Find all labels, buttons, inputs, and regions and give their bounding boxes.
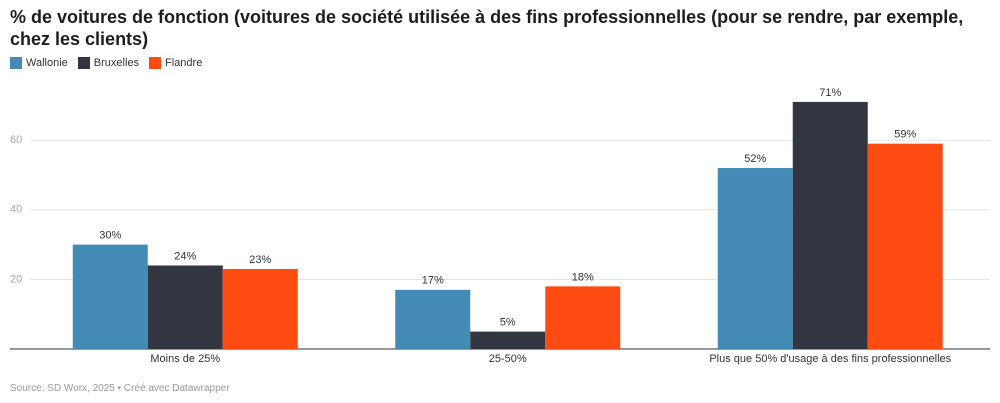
- legend-label: Wallonie: [26, 57, 68, 69]
- bar: [72, 244, 148, 349]
- value-label: 24%: [174, 250, 196, 262]
- value-label: 5%: [500, 317, 516, 329]
- value-label: 71%: [819, 87, 841, 99]
- value-label: 17%: [422, 275, 444, 287]
- chart-title: % de voitures de fonction (voitures de s…: [10, 7, 964, 49]
- legend-label: Flandre: [165, 57, 203, 69]
- y-tick-label: 40: [10, 204, 22, 216]
- legend-swatch: [77, 57, 90, 69]
- legend-item: Flandre: [149, 57, 202, 69]
- value-label: 59%: [894, 129, 916, 141]
- bar: [147, 265, 223, 349]
- bar: [222, 268, 298, 349]
- x-tick-label: Plus que 50% d'usage à des fins professi…: [709, 353, 951, 365]
- value-label: 52%: [744, 153, 766, 165]
- source-note: Source: SD Worx, 2025 • Créé avec Datawr…: [10, 383, 230, 394]
- value-label: 23%: [249, 254, 271, 266]
- legend-item: Wallonie: [10, 57, 68, 69]
- legend: Wallonie Bruxelles Flandre: [10, 57, 202, 69]
- legend-item: Bruxelles: [77, 57, 140, 69]
- bar: [717, 168, 793, 349]
- y-tick-label: 60: [10, 134, 22, 146]
- x-tick-label: Moins de 25%: [150, 353, 220, 365]
- legend-swatch: [10, 57, 22, 69]
- value-label: 18%: [572, 271, 594, 283]
- legend-swatch: [149, 57, 162, 69]
- bar: [867, 143, 943, 349]
- legend-label: Bruxelles: [93, 57, 140, 69]
- y-tick-label: 20: [10, 273, 22, 285]
- x-tick-label: 25-50%: [489, 353, 527, 365]
- value-label: 30%: [99, 230, 121, 242]
- bar: [545, 286, 621, 349]
- bar: [395, 289, 471, 349]
- bar: [470, 331, 546, 349]
- bar: [792, 101, 868, 349]
